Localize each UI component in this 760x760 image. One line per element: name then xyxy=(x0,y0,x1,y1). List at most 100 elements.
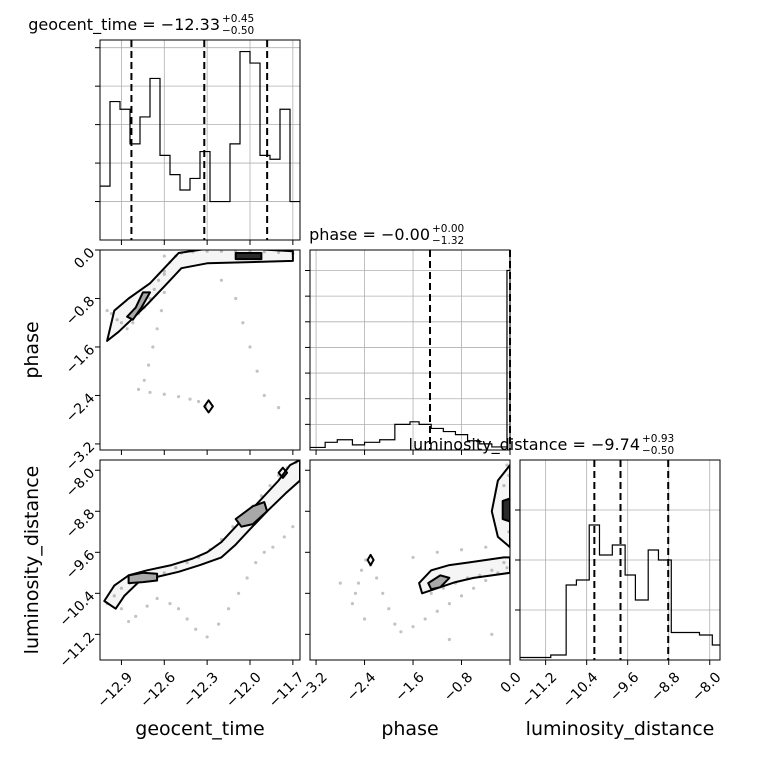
sample-point xyxy=(159,309,164,313)
sample-point xyxy=(502,560,506,565)
contour-island xyxy=(277,466,289,479)
hist-step-phase xyxy=(310,269,510,449)
sample-point xyxy=(162,571,166,575)
sample-point xyxy=(151,345,155,349)
sample-point xyxy=(112,594,116,598)
sample-point xyxy=(248,345,252,349)
sample-point xyxy=(109,312,114,316)
sample-point xyxy=(162,290,166,295)
x-tick-label: −9.6 xyxy=(607,669,642,704)
sample-point xyxy=(447,601,451,606)
sample-point xyxy=(136,387,141,391)
sample-point xyxy=(262,250,266,254)
sample-point xyxy=(226,607,231,611)
y-axis-label: phase xyxy=(21,321,43,378)
sample-point xyxy=(162,272,166,276)
sample-point xyxy=(271,545,275,549)
sample-point xyxy=(134,614,138,619)
x-tick-label: −2.4 xyxy=(344,669,379,704)
sample-point xyxy=(338,581,342,585)
sample-point xyxy=(119,607,124,611)
sample-point xyxy=(188,397,192,401)
pair-panel-frame xyxy=(99,459,301,661)
sample-point xyxy=(152,287,156,291)
sample-point xyxy=(236,591,241,595)
contour-inner xyxy=(126,291,151,321)
title-plus: +0.45 xyxy=(222,13,254,25)
sample-point xyxy=(364,558,368,562)
sample-point xyxy=(505,463,509,467)
contour-peak xyxy=(501,497,510,523)
y-tick-label: −9.6 xyxy=(63,547,98,582)
sample-point xyxy=(216,622,221,626)
sample-point xyxy=(205,635,209,639)
x-tick-label: −11.2 xyxy=(519,669,561,711)
sample-point xyxy=(353,591,358,595)
sample-point xyxy=(490,568,494,572)
pair-panel-bg xyxy=(100,250,300,450)
title-minus: −1.32 xyxy=(432,235,464,247)
sample-point xyxy=(205,250,209,253)
sample-point xyxy=(291,525,295,529)
sample-point xyxy=(115,318,119,322)
hist-title: luminosity_distance = −9.74 xyxy=(409,435,640,455)
sample-point xyxy=(435,550,439,554)
y-tick-label: −3.2 xyxy=(63,439,98,474)
sample-point xyxy=(146,363,151,367)
sample-point xyxy=(219,278,224,282)
hist-panel-frame xyxy=(519,459,721,661)
sample-point xyxy=(119,321,124,325)
sample-point xyxy=(142,378,146,382)
sample-point xyxy=(105,309,109,313)
sample-point xyxy=(429,591,433,595)
sample-point xyxy=(176,607,181,611)
contour-inner xyxy=(127,571,159,585)
sample-point xyxy=(375,576,379,580)
sample-point xyxy=(411,625,415,629)
sample-point xyxy=(131,321,135,325)
sample-point xyxy=(168,601,172,606)
x-tick-label: −1.6 xyxy=(392,669,427,704)
x-tick-label: −0.8 xyxy=(441,669,476,704)
sample-point xyxy=(423,617,427,621)
sample-point xyxy=(125,327,129,331)
sample-point xyxy=(387,607,391,611)
sample-point xyxy=(155,596,159,601)
x-axis-label: geocent_time xyxy=(135,718,264,740)
sample-point xyxy=(254,560,258,565)
x-tick-label: −8.8 xyxy=(648,669,683,704)
x-tick-label: −8.0 xyxy=(689,669,724,704)
sample-point xyxy=(350,601,355,606)
sample-point xyxy=(490,632,494,636)
hist-title: geocent_time = −12.33 xyxy=(28,15,220,35)
sample-point xyxy=(435,609,439,613)
sample-point xyxy=(119,586,124,590)
sample-point xyxy=(276,250,281,255)
sample-point xyxy=(241,321,245,325)
title-plus: +0.93 xyxy=(642,433,674,445)
sample-point xyxy=(359,568,364,572)
sample-point xyxy=(185,560,189,565)
contour-inner xyxy=(427,574,451,591)
sample-point xyxy=(219,250,224,253)
sample-point xyxy=(194,627,198,631)
y-tick-label: −8.0 xyxy=(63,465,98,500)
sample-point xyxy=(162,254,166,258)
x-tick-label: −12.0 xyxy=(223,669,265,711)
sample-point xyxy=(393,622,397,626)
x-tick-label: −12.6 xyxy=(137,669,179,711)
sample-point xyxy=(411,555,415,560)
sample-point xyxy=(459,594,464,598)
sample-point xyxy=(282,535,286,539)
x-tick-label: −10.4 xyxy=(560,669,602,711)
sample-point xyxy=(472,586,476,590)
sample-point xyxy=(484,545,488,549)
sample-point xyxy=(176,395,181,399)
sample-point xyxy=(505,566,509,570)
x-tick-label: 0.0 xyxy=(498,669,525,696)
contour-island xyxy=(366,553,375,567)
x-axis-label: phase xyxy=(381,718,438,740)
contour-outer xyxy=(103,460,300,610)
sample-point xyxy=(262,550,266,554)
sample-point xyxy=(245,576,249,580)
